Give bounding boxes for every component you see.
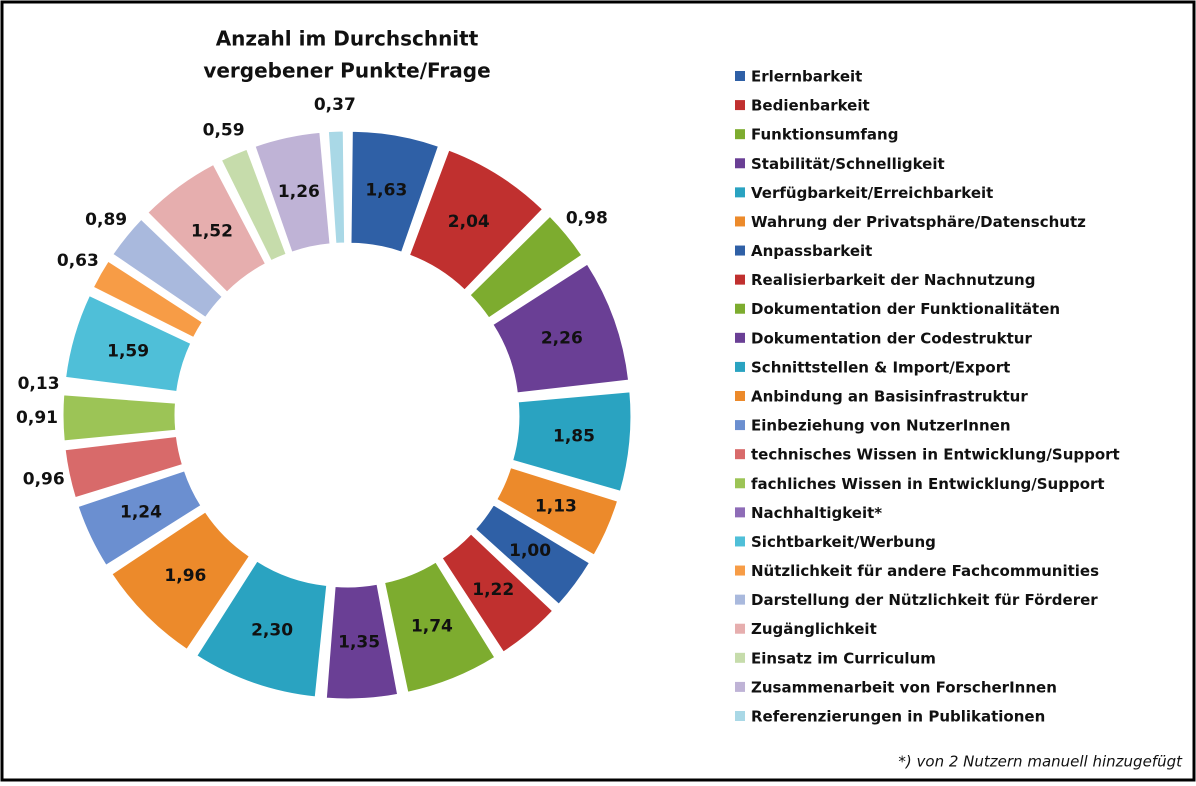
legend-swatch [735, 594, 745, 605]
legend-label: Referenzierungen in Publikationen [751, 708, 1045, 726]
donut-segment [65, 295, 192, 393]
data-label: 2,30 [251, 620, 293, 640]
legend-label: Einsatz im Curriculum [751, 649, 936, 667]
legend-swatch [735, 652, 745, 663]
donut-segment [63, 385, 177, 399]
data-label: 1,24 [120, 503, 162, 523]
donut-segment [384, 561, 496, 693]
donut-segment [64, 435, 183, 499]
donut-segment [474, 504, 591, 605]
data-label: 0,89 [85, 210, 127, 230]
donut-segment [112, 218, 223, 319]
legend-swatch [735, 681, 745, 692]
legend-swatch [735, 391, 745, 401]
chart-title: Anzahl im Durchschnitt [216, 27, 479, 51]
legend-label: Schnittstellen & Import/Export [751, 358, 1010, 376]
data-label: 0,63 [57, 251, 99, 271]
legend-label: Realisierbarkeit der Nachnutzung [751, 271, 1035, 289]
donut-segment [512, 391, 632, 492]
data-label: 0,37 [314, 95, 356, 115]
legend-swatch [735, 71, 745, 81]
legend-label: Zusammenarbeit von ForscherInnen [751, 678, 1057, 696]
legend-swatch [735, 536, 745, 547]
legend-label: Erlernbarkeit [751, 68, 862, 86]
legend-label: Bedienbarkeit [751, 97, 870, 115]
chart-title: vergebener Punkte/Frage [203, 59, 490, 83]
footnote: *) von 2 Nutzern manuell hinzugefügt [898, 753, 1183, 771]
legend-swatch [735, 565, 745, 576]
legend-swatch [735, 100, 745, 111]
donut-segment [77, 470, 202, 566]
legend-swatch [735, 216, 745, 227]
legend-swatch [735, 420, 745, 431]
legend-label: Nützlichkeit für andere Fachcommunities [751, 562, 1099, 580]
data-label: 0,91 [16, 408, 58, 428]
donut-segment [441, 533, 554, 653]
donut-segment [408, 149, 544, 291]
data-label: 1,96 [164, 566, 206, 586]
legend-label: Anpassbarkeit [751, 242, 872, 260]
data-label: 1,74 [411, 617, 453, 637]
legend-label: Sichtbarkeit/Werbung [751, 533, 936, 551]
donut-segment [196, 560, 328, 698]
data-label: 0,96 [23, 469, 65, 489]
data-label: 1,52 [191, 221, 233, 241]
data-label: 1,35 [338, 633, 380, 653]
legend-swatch [735, 274, 745, 285]
data-label: 0,98 [566, 209, 608, 229]
legend-label: Anbindung an Basisinfrastruktur [751, 388, 1028, 406]
donut-segment [325, 583, 399, 700]
legend-swatch [735, 187, 745, 198]
legend-label: fachliches Wissen in Entwicklung/Support [751, 475, 1105, 493]
data-label: 2,04 [448, 212, 490, 232]
data-label: 0,13 [18, 374, 60, 394]
data-label: 1,22 [472, 580, 514, 600]
data-label: 1,59 [107, 341, 149, 361]
donut-segment [220, 148, 287, 262]
legend-label: Dokumentation der Funktionalitäten [751, 300, 1060, 318]
legend-swatch [735, 478, 745, 489]
legend-swatch [735, 303, 745, 314]
data-label: 2,26 [541, 329, 583, 349]
data-label: 1,00 [509, 541, 551, 561]
donut-segment [492, 263, 630, 394]
legend-swatch [735, 623, 745, 634]
legend-swatch [735, 711, 745, 721]
data-label: 0,59 [203, 121, 245, 141]
legend-label: Stabilität/Schnelligkeit [751, 155, 945, 173]
legend-label: Funktionsumfang [751, 126, 898, 144]
legend-swatch [735, 245, 745, 256]
donut-segment [111, 511, 250, 650]
legend-label: technisches Wissen in Entwicklung/Suppor… [751, 446, 1120, 464]
legend-label: Darstellung der Nützlichkeit für Fördere… [751, 591, 1098, 609]
data-label: 1,13 [535, 496, 577, 516]
legend-swatch [735, 129, 745, 140]
data-label: 1,85 [553, 427, 595, 447]
legend-label: Zugänglichkeit [751, 620, 877, 638]
legend-label: Einbeziehung von NutzerInnen [751, 417, 1011, 435]
legend-swatch [735, 361, 745, 372]
donut-segment [350, 130, 440, 253]
legend-label: Verfügbarkeit/Erreichbarkeit [751, 184, 993, 202]
donut-segment [92, 260, 203, 339]
donut-segment [62, 394, 177, 442]
legend-swatch [735, 158, 745, 169]
legend-label: Dokumentation der Codestruktur [751, 329, 1032, 347]
donut-segment [469, 215, 583, 319]
donut-segment [496, 467, 619, 556]
legend-label: Nachhaltigkeit* [751, 504, 882, 522]
data-label: 1,26 [278, 182, 320, 202]
data-label: 1,63 [365, 180, 407, 200]
legend-swatch [735, 507, 745, 518]
legend-swatch [735, 449, 745, 460]
legend-label: Wahrung der Privatsphäre/Datenschutz [751, 213, 1086, 231]
donut-segment [327, 130, 346, 244]
legend-swatch [735, 332, 745, 343]
donut-segment [254, 131, 331, 253]
donut-segment [147, 163, 267, 293]
